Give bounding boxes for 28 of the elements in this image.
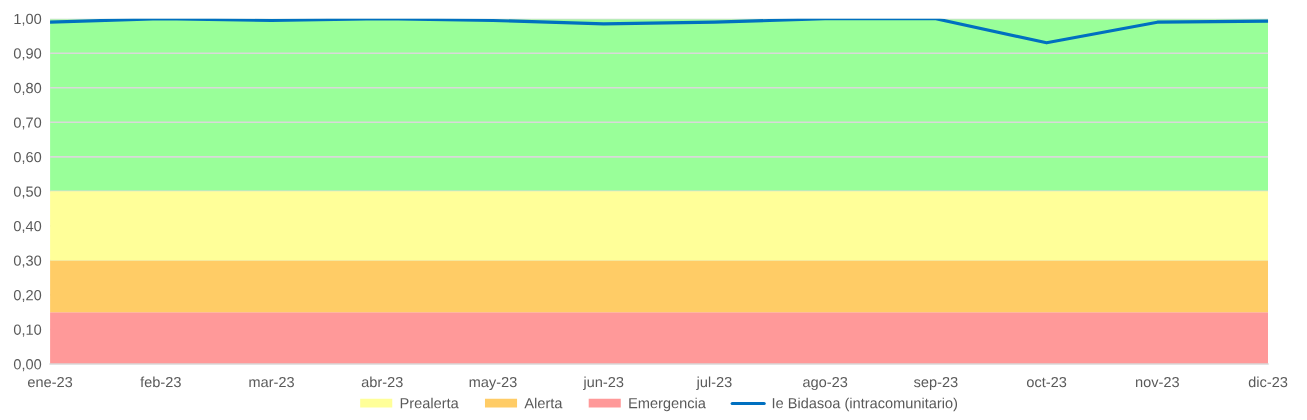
y-tick-label: 1,00: [14, 13, 42, 26]
x-tick-label: feb-23: [140, 376, 181, 388]
line-series: [50, 18, 1269, 45]
legend-label: Emergencia: [629, 397, 706, 412]
y-tick-label: 0,60: [13, 151, 42, 164]
x-tick-label: jul-23: [696, 376, 732, 391]
x-tick-label: sep-23: [913, 376, 958, 391]
x-tick-label: jun-23: [583, 376, 624, 391]
legend-label: Alerta: [524, 397, 563, 409]
x-tick-label: may-23: [469, 376, 517, 391]
y-tick-label: 0,40: [13, 220, 42, 234]
y-tick-label: 0,00: [13, 359, 42, 372]
x-tick-label: abr-23: [361, 376, 403, 388]
x-tick-label: ago-23: [803, 376, 848, 391]
y-tick-label: 0,80: [13, 82, 42, 95]
y-tick-label: 0,20: [13, 290, 42, 303]
x-tick-label: ene-23: [27, 376, 73, 388]
x-tick-label: oct-23: [1026, 376, 1067, 388]
y-tick-label: 0,90: [13, 48, 42, 61]
y-tick-label: 0,30: [13, 255, 42, 268]
x-tick-label: dic-23: [1248, 376, 1288, 388]
y-tick-label: 0,50: [13, 186, 42, 199]
x-tick-label: nov-23: [1136, 376, 1179, 388]
legend-label: Ie Bidasoa (intracomunitario): [772, 397, 958, 412]
x-tick-label: mar-23: [249, 376, 294, 388]
y-tick-label: 0,10: [13, 324, 42, 337]
legend-label: Prealerta: [400, 397, 459, 409]
y-tick-label: 0,70: [13, 117, 42, 130]
